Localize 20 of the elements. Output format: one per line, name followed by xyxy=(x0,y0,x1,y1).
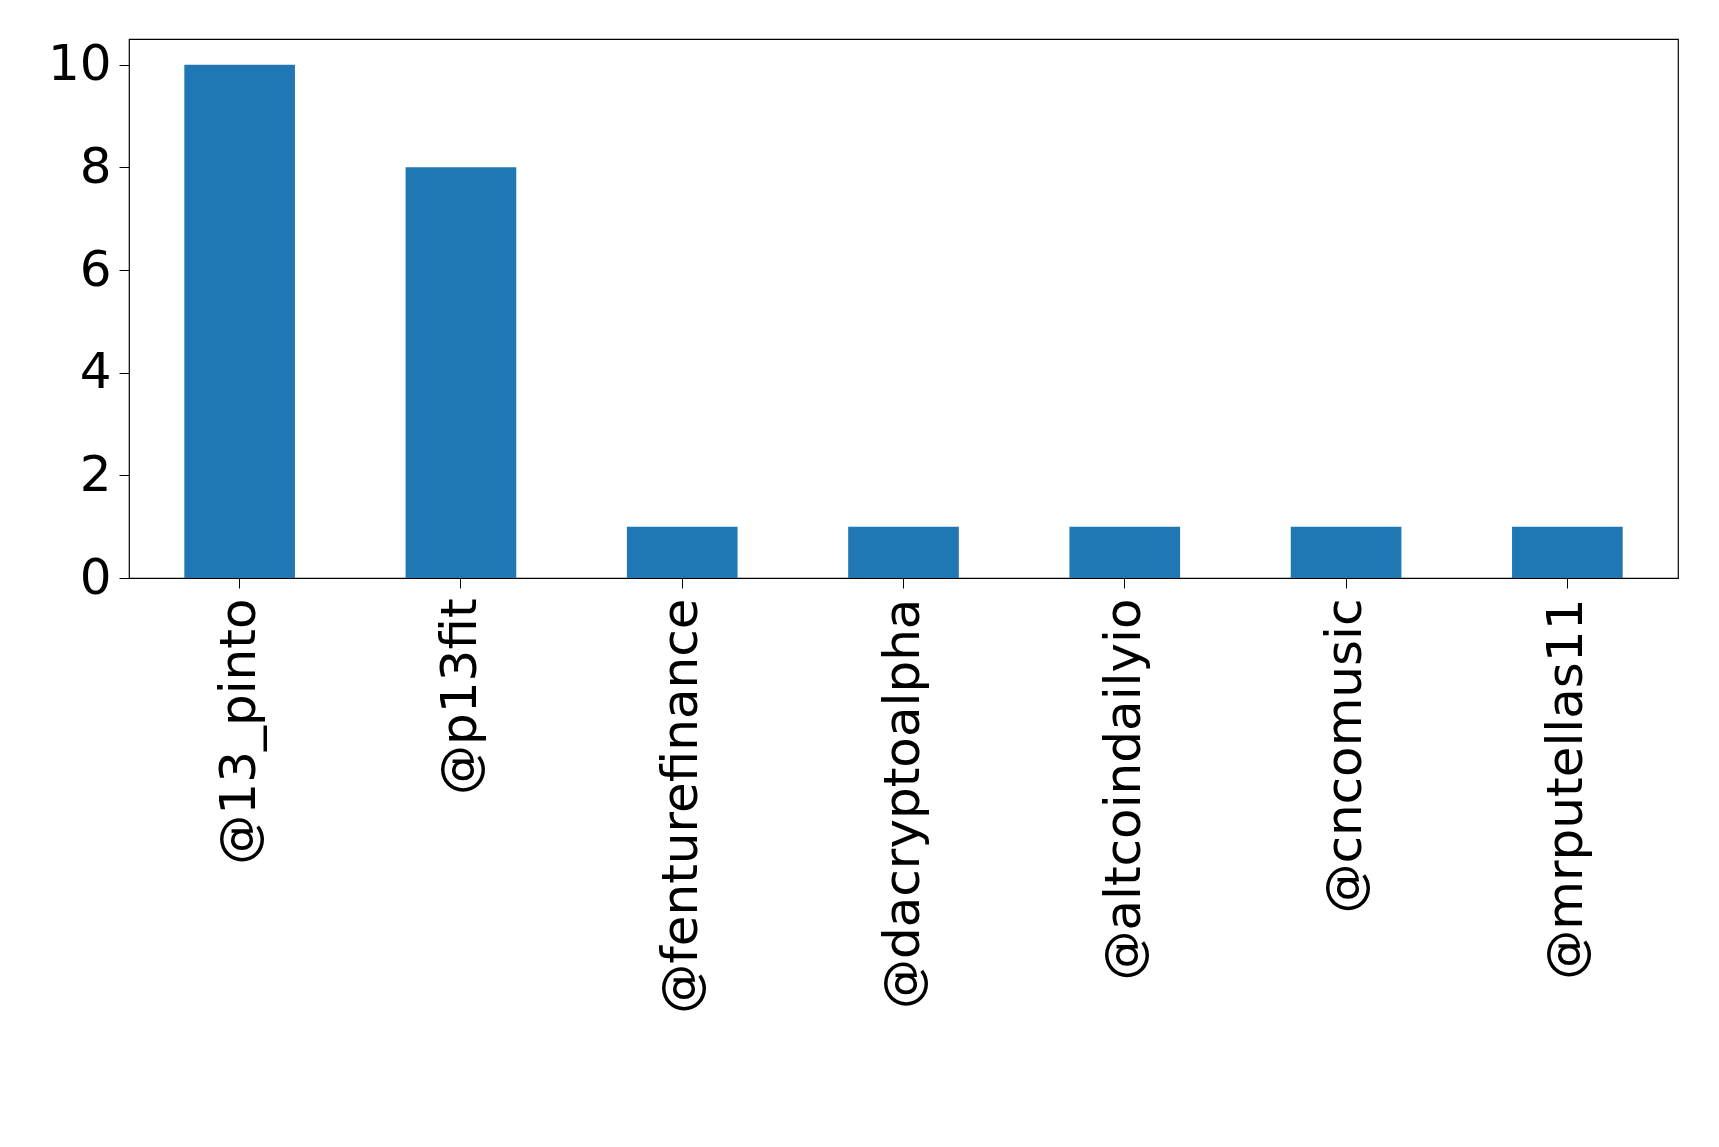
y-tick-label: 8 xyxy=(79,136,112,195)
y-tick-label: 2 xyxy=(79,444,112,503)
x-tick-label: @altcoindailyio xyxy=(1093,598,1152,981)
bar xyxy=(1290,526,1402,578)
y-tick-label: 4 xyxy=(79,342,112,401)
x-tick-label: @dacryptoalpha xyxy=(872,598,931,1010)
x-tick-label: @fenturefinance xyxy=(651,598,710,1014)
bar xyxy=(848,526,959,578)
x-tick-label: @13_pinto xyxy=(208,598,267,865)
y-tick-label: 10 xyxy=(47,34,112,93)
x-tick-label: @mrputellas11 xyxy=(1536,598,1595,980)
y-tick-label: 6 xyxy=(79,239,112,298)
x-tick-label: @cncomusic xyxy=(1315,598,1374,914)
bar xyxy=(626,526,738,578)
bar xyxy=(1069,526,1181,578)
bar xyxy=(184,64,295,578)
bar xyxy=(1512,526,1623,578)
bar xyxy=(405,167,517,578)
x-tick-label: @p13fit xyxy=(429,598,488,795)
y-tick-label: 0 xyxy=(79,547,112,606)
